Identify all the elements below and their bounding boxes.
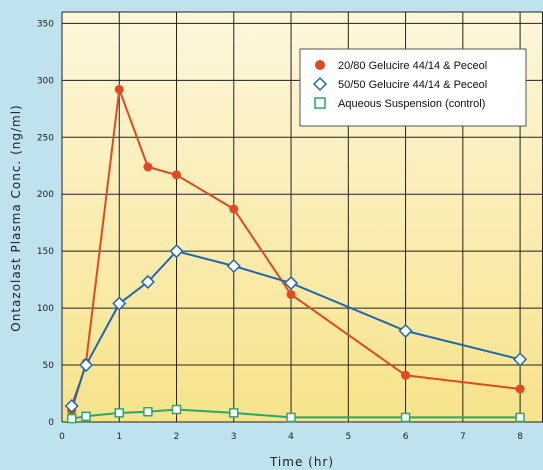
series-3 xyxy=(66,404,525,424)
data-point-diamond xyxy=(112,296,127,311)
x-tick-label: 0 xyxy=(59,432,65,442)
legend-box xyxy=(299,48,527,127)
series-layer xyxy=(64,84,528,424)
y-tick-label: 150 xyxy=(37,247,54,257)
data-point-circle xyxy=(143,162,153,172)
legend: 20/80 Gelucire 44/14 & Peceol 50/50 Gelu… xyxy=(299,48,527,127)
y-tick-label: 100 xyxy=(37,304,54,314)
legend-label-series-3: Aqueous Suspension (control) xyxy=(338,98,485,110)
x-tick-label: 8 xyxy=(517,432,523,442)
data-point-circle xyxy=(515,384,525,394)
data-point-square xyxy=(515,412,525,423)
x-tick-label: 5 xyxy=(345,432,351,442)
y-axis-title: Ontazolast Plasma Conc. (ng/ml) xyxy=(9,104,23,331)
data-point-circle xyxy=(401,370,411,380)
data-point-square xyxy=(66,413,77,424)
x-tick-label: 7 xyxy=(460,432,466,442)
data-point-square xyxy=(171,404,182,415)
data-point-circle xyxy=(286,289,296,299)
data-point-square xyxy=(400,412,411,423)
data-point-diamond xyxy=(78,357,94,373)
data-point-diamond xyxy=(64,398,79,414)
data-point-square xyxy=(229,408,239,418)
y-tick-label: 350 xyxy=(37,19,54,29)
x-tick-label: 3 xyxy=(231,432,237,442)
data-point-diamond xyxy=(513,352,528,367)
data-point-diamond xyxy=(226,258,241,274)
data-point-circle xyxy=(114,84,124,94)
y-tick-label: 300 xyxy=(37,76,54,86)
x-tick-label: 6 xyxy=(403,432,409,442)
legend-label-series-2: 50/50 Gelucire 44/14 & Peceol xyxy=(338,79,487,91)
legend-marker-open-diamond xyxy=(312,76,328,92)
legend-marker-open-square xyxy=(314,97,326,109)
y-tick-label: 200 xyxy=(37,190,54,200)
y-tick-label: 0 xyxy=(48,418,54,428)
y-tick-label: 250 xyxy=(37,133,54,143)
data-point-circle xyxy=(172,170,182,180)
data-point-diamond xyxy=(283,275,299,291)
data-point-diamond xyxy=(169,244,184,259)
data-point-square xyxy=(114,408,125,418)
x-tick-label: 1 xyxy=(116,432,122,442)
legend-marker-filled-circle xyxy=(315,60,325,70)
legend-label-series-1: 20/80 Gelucire 44/14 & Peceol xyxy=(338,60,487,72)
data-point-square xyxy=(143,407,153,417)
data-point-diamond xyxy=(140,274,155,289)
tick-labels: 0 50 100 150 200 250 300 350 0 1 2 3 4 5 6 7 8 xyxy=(37,19,523,442)
data-point-circle xyxy=(229,204,239,214)
x-tick-label: 4 xyxy=(288,432,294,442)
data-point-square xyxy=(286,412,296,423)
series-2 xyxy=(64,244,528,414)
data-point-diamond xyxy=(398,323,413,338)
x-axis-title: Time (hr) xyxy=(269,455,334,469)
data-point-square xyxy=(81,411,91,422)
y-tick-label: 50 xyxy=(43,361,55,371)
x-tick-label: 2 xyxy=(174,432,180,442)
